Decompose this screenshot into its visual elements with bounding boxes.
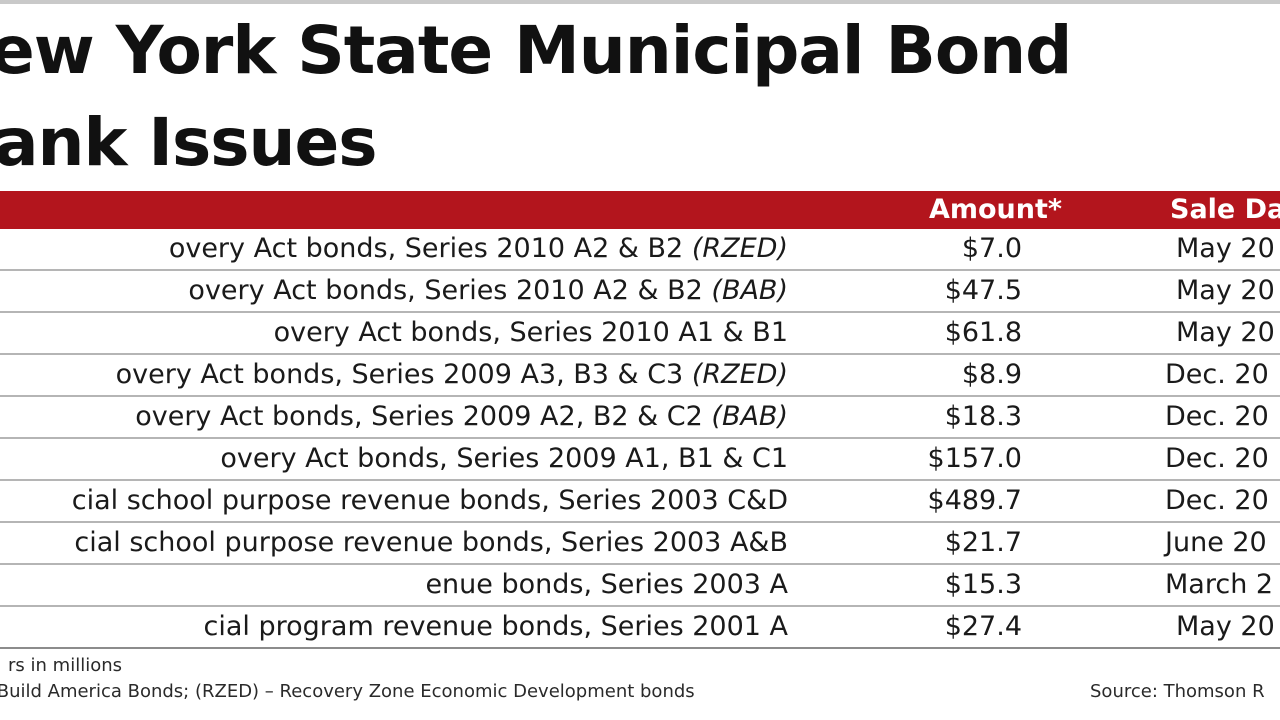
row-issue: enue bonds, Series 2003 A — [425, 569, 788, 601]
row-amount: $21.7 — [944, 527, 1022, 558]
table-row: overy Act bonds, Series 2010 A2 & B2 (RZ… — [0, 229, 1280, 271]
table-row: cial school purpose revenue bonds, Serie… — [0, 523, 1280, 565]
row-issue-text: overy Act bonds, Series 2009 A2, B2 & C2 — [135, 401, 712, 432]
row-amount: $489.7 — [927, 485, 1022, 516]
table-row: overy Act bonds, Series 2009 A2, B2 & C2… — [0, 397, 1280, 439]
row-issue: overy Act bonds, Series 2010 A2 & B2 (BA… — [188, 275, 788, 307]
header-amount: Amount* — [928, 194, 1062, 225]
bond-issues-table: e Amount* Sale Da overy Act bonds, Serie… — [0, 191, 1280, 649]
table-row: cial program revenue bonds, Series 2001 … — [0, 607, 1280, 649]
row-issue-text: cial program revenue bonds, Series 2001 … — [203, 611, 788, 642]
row-sale-date: Dec. 20 — [1165, 401, 1269, 432]
row-issue: cial school purpose revenue bonds, Serie… — [74, 527, 788, 559]
table-row: overy Act bonds, Series 2009 A3, B3 & C3… — [0, 355, 1280, 397]
row-amount: $18.3 — [944, 401, 1022, 432]
table-row: enue bonds, Series 2003 A $15.3 March 2 — [0, 565, 1280, 607]
table-row: overy Act bonds, Series 2010 A2 & B2 (BA… — [0, 271, 1280, 313]
row-issue-tag: (BAB) — [711, 401, 788, 432]
row-sale-date: May 20 — [1176, 275, 1275, 306]
row-issue-text: cial school purpose revenue bonds, Serie… — [71, 485, 788, 516]
row-issue-text: overy Act bonds, Series 2010 A2 & B2 — [188, 275, 712, 306]
title-line-1: ew York State Municipal Bond — [0, 12, 1072, 89]
table-body: overy Act bonds, Series 2010 A2 & B2 (RZ… — [0, 229, 1280, 649]
row-issue: cial school purpose revenue bonds, Serie… — [72, 485, 788, 517]
table-row: overy Act bonds, Series 2010 A1 & B1 $61.… — [0, 313, 1280, 355]
row-issue: overy Act bonds, Series 2009 A1, B1 & C1 — [220, 443, 788, 475]
row-issue-tag: (RZED) — [691, 233, 788, 264]
row-issue-text: cial school purpose revenue bonds, Serie… — [74, 527, 788, 558]
row-sale-date: May 20 — [1176, 233, 1275, 264]
row-sale-date: June 20 — [1165, 527, 1267, 558]
row-issue-tag: (RZED) — [691, 359, 788, 390]
row-sale-date: Dec. 20 — [1165, 485, 1269, 516]
header-sale-date: Sale Da — [1170, 194, 1280, 225]
table-header: e Amount* Sale Da — [0, 191, 1280, 229]
row-issue: overy Act bonds, Series 2009 A2, B2 & C2… — [135, 401, 788, 433]
row-sale-date: Dec. 20 — [1165, 443, 1269, 474]
row-issue-text: enue bonds, Series 2003 A — [425, 569, 788, 600]
source-credit: Source: Thomson R — [1090, 681, 1265, 702]
row-amount: $157.0 — [927, 443, 1022, 474]
row-sale-date: May 20 — [1176, 611, 1275, 642]
row-amount: $27.4 — [944, 611, 1022, 642]
row-issue-text: overy Act bonds, Series 2010 A2 & B2 — [168, 233, 692, 264]
footnote-units: rs in millions — [8, 655, 122, 676]
top-rule — [0, 0, 1280, 4]
table-row: cial school purpose revenue bonds, Serie… — [0, 481, 1280, 523]
row-amount: $7.0 — [961, 233, 1022, 264]
row-issue-text: overy Act bonds, Series 2009 A3, B3 & C3 — [115, 359, 692, 390]
row-amount: $61.8 — [944, 317, 1022, 348]
row-sale-date: Dec. 20 — [1165, 359, 1269, 390]
row-amount: $47.5 — [944, 275, 1022, 306]
row-sale-date: May 20 — [1176, 317, 1275, 348]
row-issue: overy Act bonds, Series 2010 A1 & B1 — [274, 317, 788, 349]
footnote-abbreviations: – Build America Bonds; (RZED) – Recovery… — [0, 681, 695, 702]
row-issue: overy Act bonds, Series 2010 A2 & B2 (RZ… — [169, 233, 788, 265]
row-amount: $8.9 — [961, 359, 1022, 390]
table-row: overy Act bonds, Series 2009 A1, B1 & C1… — [0, 439, 1280, 481]
row-issue: overy Act bonds, Series 2009 A3, B3 & C3… — [116, 359, 788, 391]
title-line-2: ank Issues — [0, 104, 378, 181]
row-issue-text: overy Act bonds, Series 2010 A1 & B1 — [273, 317, 788, 348]
row-issue-tag: (BAB) — [711, 275, 788, 306]
row-issue-text: overy Act bonds, Series 2009 A1, B1 & C1 — [220, 443, 788, 474]
row-amount: $15.3 — [944, 569, 1022, 600]
row-issue: cial program revenue bonds, Series 2001 … — [204, 611, 788, 643]
row-sale-date: March 2 — [1165, 569, 1274, 600]
